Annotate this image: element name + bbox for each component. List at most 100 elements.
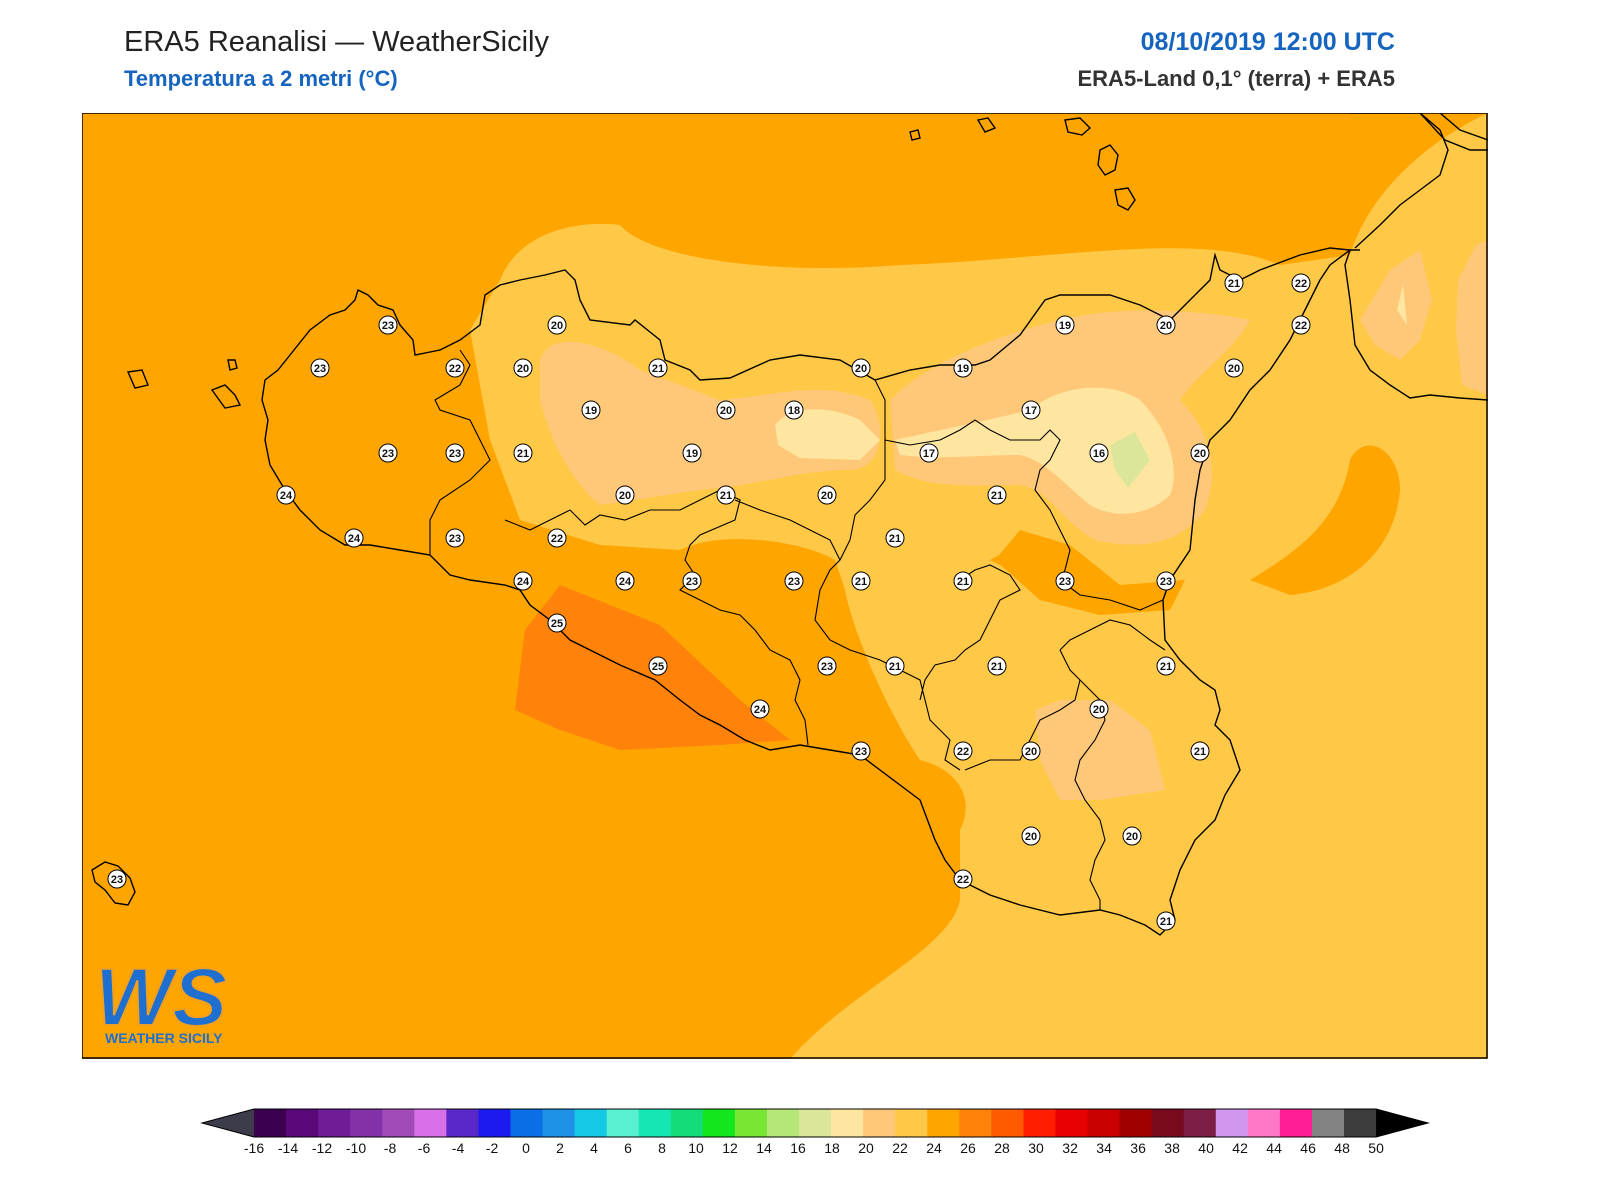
temperature-point-marker [1190,443,1210,463]
temperature-point: 23 [1055,571,1075,591]
temperature-point-label: 25 [551,618,563,630]
colorbar-tick-label: -16 [244,1140,264,1156]
temperature-point: 20 [1122,826,1142,846]
temperature-point: 23 [682,571,702,591]
temperature-point-label: 24 [517,576,530,588]
colorbar-tick-label: 8 [658,1140,666,1156]
temperature-point-label: 23 [314,363,326,375]
temperature-point: 20 [1190,443,1210,463]
temperature-point: 21 [885,528,905,548]
colorbar-tick-label: 0 [522,1140,530,1156]
temperature-point: 22 [1291,273,1311,293]
temperature-point: 23 [378,315,398,335]
temperature-point-marker [953,869,973,889]
temperature-point: 22 [953,741,973,761]
temperature-point: 24 [276,485,296,505]
temperature-point-label: 25 [652,661,664,673]
temperature-point: 24 [615,571,635,591]
temperature-point: 22 [547,528,567,548]
temperature-point-marker [716,400,736,420]
island-pantelleria [91,861,136,906]
temperature-point: 21 [1156,656,1176,676]
temperature-point: 20 [851,358,871,378]
temperature-point-marker [885,528,905,548]
colorbar-tick-label: 4 [590,1140,598,1156]
temperature-point-marker [851,358,871,378]
temperature-point-label: 20 [1228,363,1240,375]
temperature-point: 23 [378,443,398,463]
colorbar-cell [414,1109,447,1137]
temperature-point-label: 20 [1025,831,1037,843]
temperature-point: 23 [817,656,837,676]
temperature-point: 22 [1291,315,1311,335]
field-16-18-b [895,387,1174,514]
map-title: ERA5 Reanalisi — WeatherSicily [124,26,549,58]
temperature-point: 17 [1021,400,1041,420]
coastlines [91,113,1488,936]
colorbar-tick-label: 44 [1266,1140,1282,1156]
temperature-point-label: 21 [720,490,732,502]
colorbar-cell [350,1109,383,1137]
colorbar-tick-label: 20 [858,1140,874,1156]
temperature-point-label: 21 [1194,746,1206,758]
island-aeolian-3 [1064,117,1092,136]
temperature-point-label: 23 [449,533,461,545]
island-egadi-2 [210,384,242,409]
island-aeolian-2 [1114,187,1136,211]
temperature-point-marker [1089,699,1109,719]
temperature-point-marker [1055,571,1075,591]
temperature-point-marker [1156,911,1176,931]
colorbar-cell [1247,1109,1281,1137]
colorbar-tick-label: 50 [1368,1140,1384,1156]
temperature-point-marker [1089,443,1109,463]
temperature-point-label: 19 [686,448,698,460]
temperature-point-marker [547,613,567,633]
temperature-point-marker [953,571,973,591]
temperature-point-marker [1055,315,1075,335]
colorbar-cell [510,1109,544,1137]
temperature-point: 23 [445,443,465,463]
map-source: ERA5-Land 0,1° (terra) + ERA5 [1077,66,1396,91]
temperature-point: 23 [445,528,465,548]
temperature-point-label: 21 [652,363,664,375]
field-18-20-southeast [1035,700,1165,800]
temperature-point-marker [648,358,668,378]
colorbar-cell [286,1109,319,1137]
temperature-point-label: 17 [1025,405,1037,417]
colorbar-tick-label: -12 [312,1140,332,1156]
colorbar-tick-label: 42 [1232,1140,1248,1156]
province-borders [429,349,1166,910]
temperature-point-marker [953,358,973,378]
colorbar-tick-label: 48 [1334,1140,1350,1156]
field-18-20-calabria-c [1397,285,1407,325]
temperature-point-marker [445,358,465,378]
colorbar-tick-label: 24 [926,1140,942,1156]
temperature-point-marker [513,443,533,463]
temperature-point: 23 [784,571,804,591]
map-frame [82,113,1488,1059]
temperature-point: 23 [1156,571,1176,591]
colorbar-tick-label: 16 [790,1140,806,1156]
temperature-point-marker [953,741,973,761]
temperature-point-label: 23 [382,448,394,460]
temperature-point: 19 [953,358,973,378]
colorbar-tick-label: -14 [278,1140,298,1156]
temperature-point-marker [1224,273,1244,293]
temperature-point-label: 21 [1160,916,1172,928]
colorbar-cell [1023,1109,1057,1137]
temperature-point-marker [987,656,1007,676]
colorbar-tick-label: 22 [892,1140,908,1156]
map-subtitle: Temperatura a 2 metri (°C) [124,66,398,91]
temperature-point-marker [445,443,465,463]
colorbar-cell [1119,1109,1153,1137]
temperature-point-marker [1291,273,1311,293]
temperature-point: 24 [750,699,770,719]
temperature-point-label: 21 [889,661,901,673]
temperature-point-marker [1021,741,1041,761]
temperature-point-marker [682,443,702,463]
temperature-point-marker [1190,741,1210,761]
colorbar-cell [382,1109,415,1137]
colorbar-under-triangle [202,1109,254,1137]
colorbar-tick-label: -6 [418,1140,431,1156]
temperature-point-label: 21 [991,490,1003,502]
